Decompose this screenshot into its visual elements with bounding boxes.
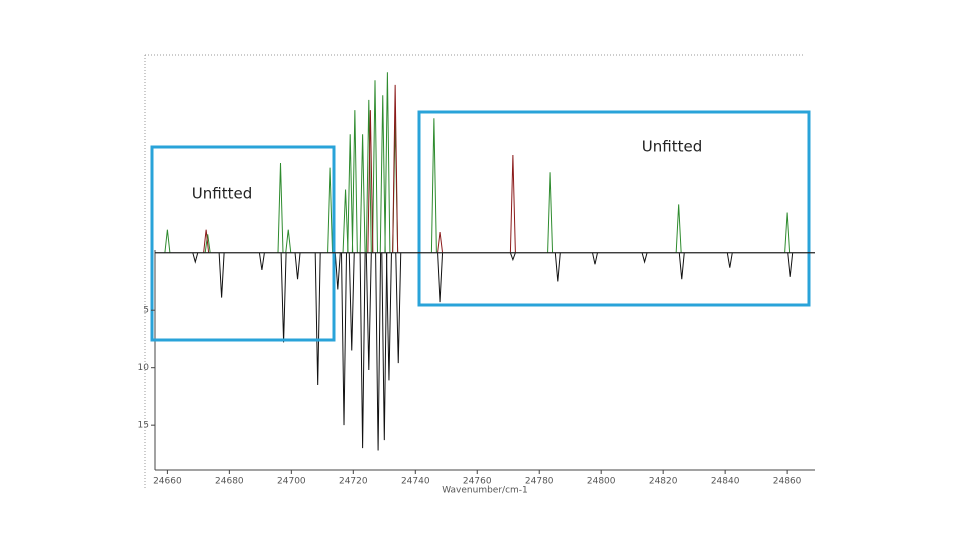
peak bbox=[554, 252, 561, 282]
peak bbox=[437, 231, 444, 253]
annotation: Unfitted bbox=[642, 138, 702, 156]
peak bbox=[164, 229, 171, 253]
x-tick-label: 24800 bbox=[587, 477, 616, 487]
x-tick-label: 24720 bbox=[339, 477, 368, 487]
peak bbox=[726, 252, 733, 268]
peak bbox=[392, 84, 399, 253]
peak bbox=[365, 252, 372, 370]
peak bbox=[359, 134, 366, 253]
x-tick-label: 24700 bbox=[277, 477, 306, 487]
peak bbox=[787, 252, 794, 277]
peak bbox=[285, 229, 292, 253]
peak bbox=[675, 204, 682, 253]
peak bbox=[367, 110, 374, 253]
peak bbox=[359, 252, 366, 449]
x-tick-label: 24740 bbox=[401, 477, 430, 487]
peak bbox=[430, 118, 437, 253]
peak bbox=[379, 95, 386, 253]
peak bbox=[509, 252, 516, 262]
peak bbox=[342, 189, 349, 253]
peak bbox=[678, 252, 685, 280]
peak bbox=[437, 252, 444, 303]
peak bbox=[592, 252, 598, 265]
peak bbox=[351, 110, 358, 253]
peak bbox=[280, 252, 287, 343]
peak bbox=[365, 99, 372, 253]
peak bbox=[784, 212, 791, 253]
highlight-box bbox=[150, 145, 336, 342]
peak bbox=[381, 252, 388, 441]
peak bbox=[348, 252, 355, 351]
x-tick-label: 24660 bbox=[153, 477, 182, 487]
peak bbox=[204, 234, 211, 253]
peak bbox=[375, 252, 382, 451]
x-tick-label: 24840 bbox=[711, 477, 740, 487]
y-tick-label: 15 bbox=[138, 421, 149, 431]
peak bbox=[192, 252, 199, 264]
y-tick-label: 5 bbox=[143, 306, 149, 316]
x-tick-label: 24820 bbox=[649, 477, 678, 487]
peak bbox=[509, 155, 516, 253]
peak bbox=[294, 252, 301, 280]
peak bbox=[395, 252, 402, 364]
peak bbox=[641, 252, 648, 264]
peak bbox=[372, 80, 378, 253]
peak bbox=[277, 163, 284, 253]
y-tick-label: 10 bbox=[138, 363, 150, 373]
peak bbox=[384, 72, 391, 253]
annotation: Unfitted bbox=[192, 185, 252, 203]
peak bbox=[385, 252, 392, 381]
x-tick-label: 24860 bbox=[773, 477, 802, 487]
peak bbox=[258, 252, 265, 271]
peak bbox=[334, 252, 341, 290]
peak bbox=[547, 172, 554, 253]
peak bbox=[218, 252, 225, 298]
peak bbox=[347, 134, 354, 253]
peak bbox=[203, 229, 210, 253]
x-axis-label: Wavenumber/cm-1 bbox=[442, 486, 528, 496]
highlight-box bbox=[417, 110, 811, 307]
peak bbox=[341, 252, 348, 426]
x-tick-label: 24680 bbox=[215, 477, 244, 487]
x-tick-label: 24760 bbox=[463, 477, 492, 487]
peak bbox=[327, 167, 334, 253]
peak bbox=[314, 252, 321, 385]
x-tick-label: 24780 bbox=[525, 477, 554, 487]
